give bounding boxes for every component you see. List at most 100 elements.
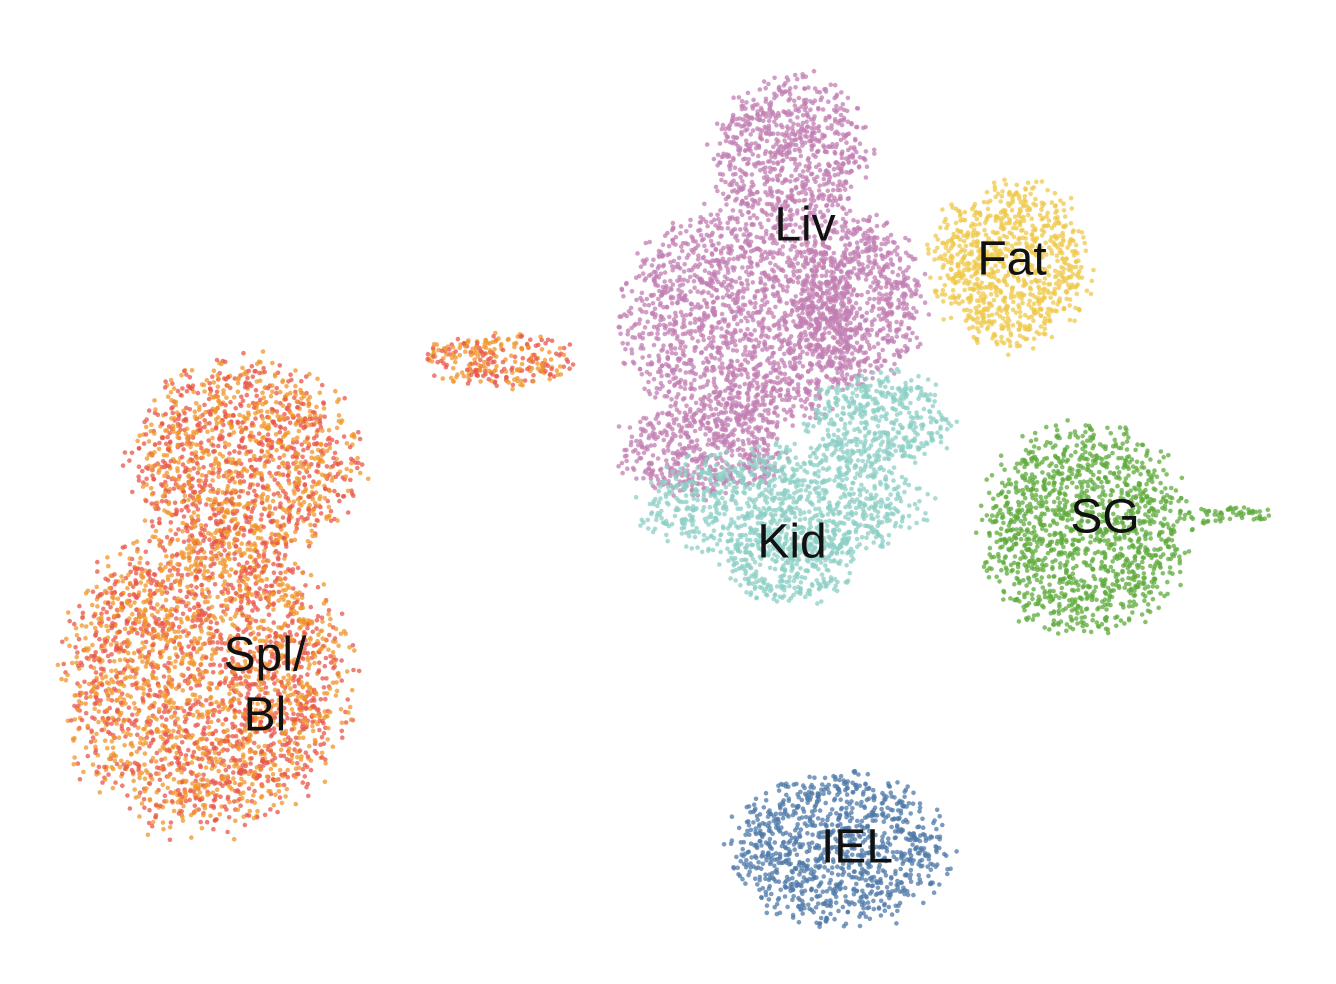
point: [813, 154, 818, 159]
point: [710, 324, 715, 330]
point: [837, 279, 842, 285]
point: [806, 213, 811, 219]
point: [758, 304, 764, 309]
point: [764, 178, 770, 183]
point: [735, 358, 740, 364]
point: [854, 240, 860, 245]
point: [659, 431, 665, 436]
point: [733, 404, 739, 409]
point: [790, 262, 796, 267]
point: [891, 339, 897, 345]
point: [792, 72, 798, 78]
point: [750, 152, 756, 157]
point: [723, 131, 728, 136]
point: [688, 386, 693, 392]
point: [647, 239, 652, 245]
point: [1037, 290, 1042, 296]
point: [1066, 262, 1071, 268]
point: [814, 273, 819, 279]
point: [701, 216, 706, 222]
point: [1016, 294, 1022, 299]
point: [859, 292, 864, 298]
point: [695, 243, 701, 248]
point: [704, 142, 710, 147]
point: [775, 161, 781, 167]
point: [830, 379, 836, 385]
point: [771, 144, 776, 150]
point: [665, 354, 671, 360]
point: [658, 317, 663, 323]
point: [806, 155, 811, 161]
point: [854, 106, 860, 111]
point: [691, 364, 696, 370]
point: [782, 110, 788, 115]
point: [787, 144, 793, 149]
point: [771, 350, 776, 356]
point: [810, 352, 816, 357]
point: [843, 243, 848, 248]
point: [809, 268, 815, 273]
point: [819, 281, 824, 286]
point: [866, 246, 871, 251]
point: [682, 294, 688, 299]
point: [799, 404, 805, 409]
point: [868, 284, 873, 290]
point: [719, 311, 725, 317]
point: [888, 291, 893, 297]
point: [828, 299, 833, 305]
point: [1052, 308, 1058, 313]
point: [1014, 182, 1020, 188]
point: [907, 337, 913, 343]
point: [629, 347, 634, 352]
point: [695, 257, 701, 262]
point: [865, 339, 870, 345]
point: [874, 492, 879, 498]
point: [1061, 276, 1067, 282]
point: [1081, 235, 1086, 240]
point: [676, 255, 682, 261]
point: [745, 142, 750, 147]
point: [726, 124, 731, 130]
point: [689, 546, 695, 551]
point: [683, 468, 688, 474]
point: [795, 269, 800, 274]
point: [766, 325, 771, 331]
point: [713, 406, 719, 412]
point: [952, 295, 958, 301]
point: [694, 438, 700, 443]
point: [770, 177, 776, 182]
point: [741, 157, 746, 162]
point: [686, 533, 692, 539]
point: [1041, 291, 1046, 296]
point: [963, 243, 969, 249]
point: [701, 403, 707, 409]
point: [682, 396, 687, 401]
point: [1034, 329, 1039, 335]
point: [820, 196, 826, 202]
point: [707, 478, 713, 484]
point: [793, 167, 798, 173]
point: [789, 173, 794, 179]
point: [686, 443, 692, 449]
point: [719, 489, 724, 494]
point: [837, 179, 842, 184]
point: [798, 488, 804, 493]
point: [1001, 340, 1007, 346]
point: [788, 407, 793, 413]
point: [656, 254, 662, 260]
point: [799, 190, 804, 195]
point: [706, 259, 711, 265]
point: [693, 329, 698, 334]
point: [633, 321, 638, 327]
point: [688, 320, 693, 326]
point: [926, 251, 931, 256]
point: [1017, 309, 1023, 315]
point: [683, 370, 689, 375]
point: [739, 106, 745, 112]
point: [743, 222, 749, 227]
point: [757, 117, 763, 123]
point: [787, 91, 793, 97]
point: [670, 220, 676, 226]
point: [760, 347, 765, 353]
point: [766, 217, 771, 223]
